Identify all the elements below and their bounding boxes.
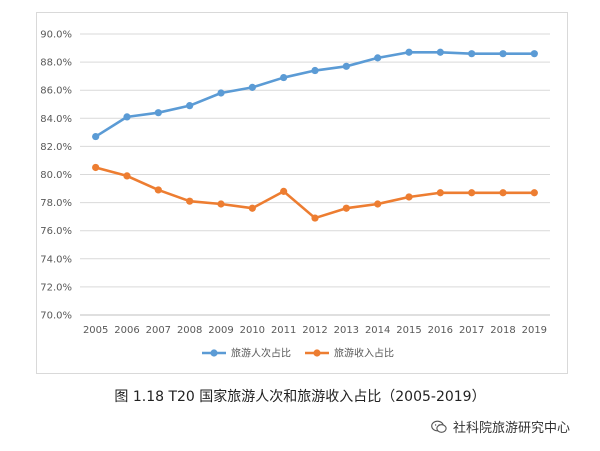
data-point (499, 50, 507, 58)
data-point (123, 113, 131, 121)
y-tick-label: 80.0% (40, 170, 72, 181)
legend-marker (313, 349, 321, 357)
data-point (217, 200, 225, 208)
x-tick-label: 2012 (302, 325, 327, 336)
data-point (123, 172, 131, 180)
data-point (311, 66, 319, 75)
data-point (248, 204, 256, 212)
data-point (311, 214, 319, 222)
y-tick-label: 88.0% (40, 58, 72, 69)
data-point (186, 197, 194, 205)
y-tick-label: 90.0% (40, 30, 72, 41)
x-tick-label: 2019 (522, 325, 547, 336)
y-tick-label: 84.0% (40, 114, 72, 125)
line-chart: 70.0% 72.0% 74.0% 76.0% 78.0% 80.0% 82.0% 84.0%… (40, 30, 550, 360)
x-tick-label: 2011 (271, 325, 296, 336)
y-tick-label: 86.0% (40, 86, 72, 97)
data-point (374, 200, 382, 208)
data-point (436, 48, 444, 56)
x-tick-label: 2014 (365, 325, 390, 336)
data-point (154, 109, 162, 117)
x-tick-label: 2018 (490, 325, 515, 336)
data-point (436, 189, 444, 197)
data-point (405, 193, 413, 201)
y-tick-label: 70.0% (40, 311, 72, 322)
data-point (217, 89, 225, 97)
data-point (405, 48, 413, 56)
figure-caption: 图 1.18 T20 国家旅游人次和旅游收入占比（2005-2019） (114, 389, 486, 405)
x-tick-label: 2010 (240, 325, 265, 336)
data-point (92, 132, 100, 141)
data-point (280, 187, 288, 195)
x-tick-label: 2017 (459, 325, 484, 336)
y-tick-label: 76.0% (40, 226, 72, 237)
y-tick-label: 74.0% (40, 254, 72, 265)
legend-label: 旅游人次占比 (231, 347, 291, 360)
legend-label: 旅游收入占比 (334, 347, 394, 360)
x-tick-label: 2013 (334, 325, 359, 336)
x-tick-label: 2006 (114, 325, 139, 336)
data-point (374, 54, 382, 62)
x-tick-label: 2007 (146, 325, 171, 336)
x-tick-label: 2016 (428, 325, 453, 336)
legend-marker (210, 349, 218, 357)
x-tick-label: 2005 (83, 325, 108, 336)
wechat-icon (431, 420, 447, 433)
data-point (530, 189, 538, 197)
data-point (154, 186, 162, 194)
series-line-1 (94, 50, 535, 138)
data-point (468, 189, 476, 197)
y-tick-label: 72.0% (40, 282, 72, 293)
y-tick-label: 82.0% (40, 142, 72, 153)
data-point (186, 102, 194, 110)
data-point (530, 50, 538, 58)
x-tick-label: 2008 (177, 325, 202, 336)
data-point (342, 204, 350, 212)
watermark: 社科院旅游研究中心 (431, 417, 570, 436)
x-tick-label: 2009 (208, 325, 233, 336)
data-point (342, 62, 350, 70)
data-point (92, 163, 100, 172)
data-point (280, 73, 288, 82)
x-tick-label: 2015 (396, 325, 421, 336)
y-tick-label: 78.0% (40, 198, 72, 209)
data-point (499, 189, 507, 197)
data-point (468, 50, 476, 58)
watermark-text: 社科院旅游研究中心 (452, 421, 570, 436)
data-point (248, 83, 256, 91)
